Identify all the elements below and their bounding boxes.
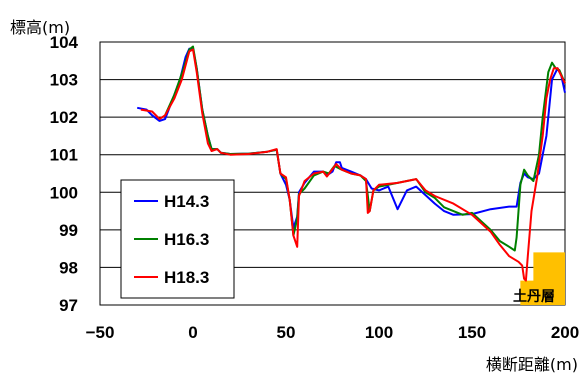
y-axis-title: 標高(m) bbox=[10, 18, 70, 37]
legend-label: H18.3 bbox=[164, 268, 209, 287]
soil-layer-label: 土丹層 bbox=[513, 288, 555, 305]
y-tick-label: 101 bbox=[50, 146, 78, 165]
y-tick-labels: 97 98 99 100 101 102 103 104 bbox=[50, 33, 79, 315]
legend: H14.3 H16.3 H18.3 bbox=[120, 179, 235, 299]
x-axis-title: 横断距離(m) bbox=[486, 355, 578, 374]
series-layer bbox=[137, 45, 566, 282]
x-tick-label: −50 bbox=[86, 323, 115, 342]
x-tick-label: 50 bbox=[277, 323, 296, 342]
soil-layer-region bbox=[520, 252, 565, 305]
x-tick-label: 0 bbox=[188, 323, 197, 342]
y-tick-label: 97 bbox=[59, 296, 78, 315]
legend-label: H14.3 bbox=[164, 192, 209, 211]
y-tick-label: 104 bbox=[50, 33, 79, 52]
series-line-H18.3 bbox=[140, 48, 566, 282]
x-tick-labels: −50 0 50 100 150 200 bbox=[86, 323, 580, 342]
y-tick-label: 103 bbox=[50, 71, 78, 90]
x-tick-label: 100 bbox=[365, 323, 393, 342]
y-tick-label: 100 bbox=[50, 183, 78, 202]
y-tick-label: 102 bbox=[50, 108, 78, 127]
y-tick-label: 98 bbox=[59, 258, 78, 277]
annotation-layer: 土丹層 bbox=[513, 252, 565, 305]
x-tick-label: 200 bbox=[551, 323, 579, 342]
y-tick-label: 99 bbox=[59, 221, 78, 240]
legend-label: H16.3 bbox=[164, 230, 209, 249]
x-tick-label: 150 bbox=[458, 323, 486, 342]
